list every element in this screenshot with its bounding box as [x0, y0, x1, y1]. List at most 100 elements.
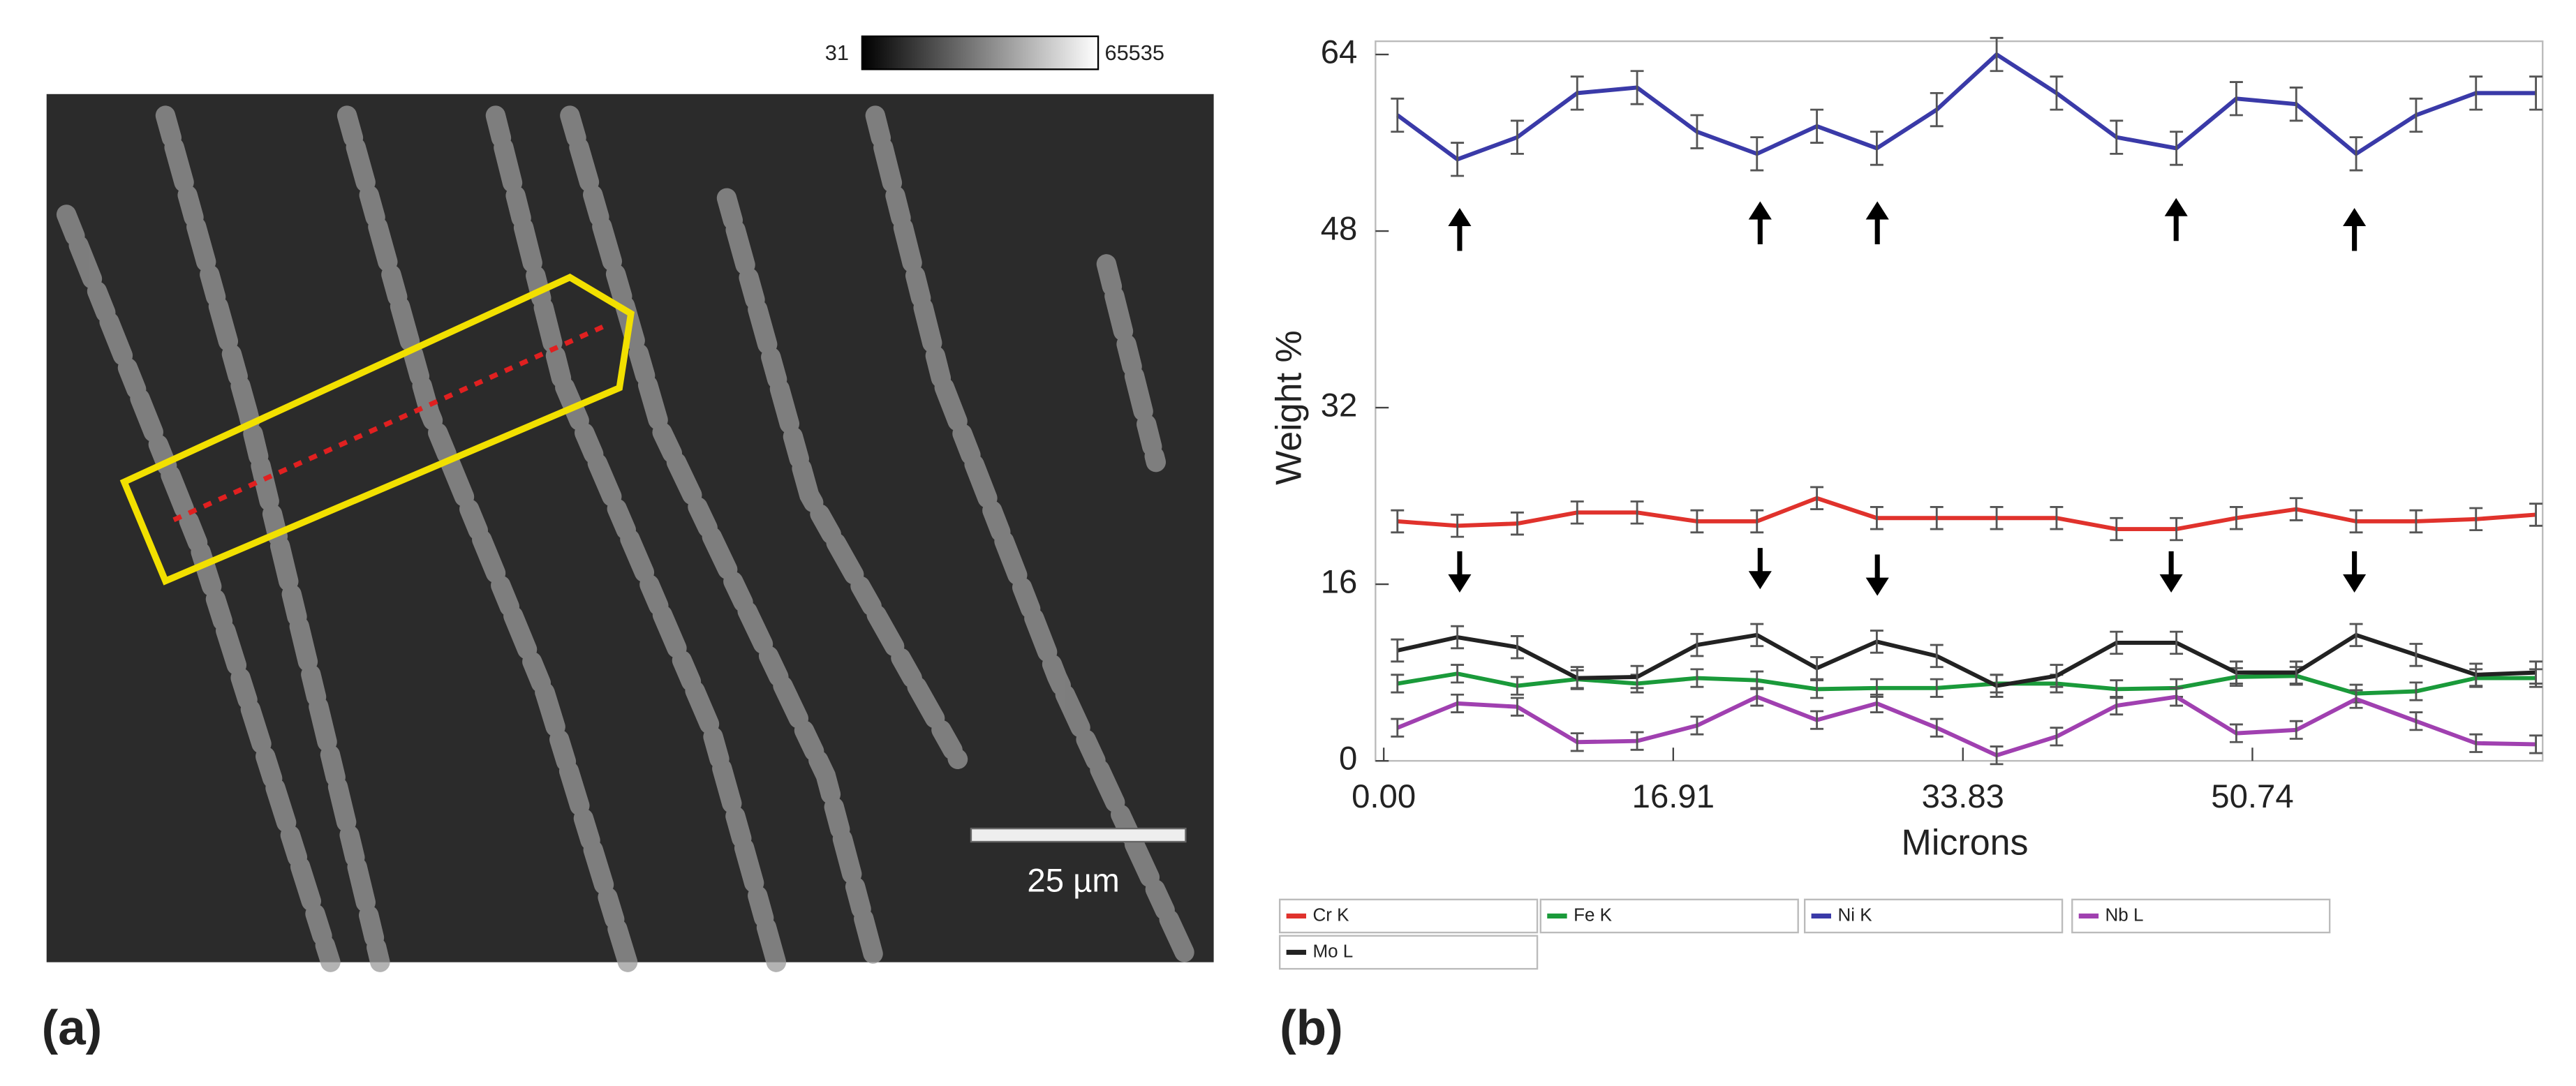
error-bar: [1870, 630, 1883, 654]
error-bar: [2409, 711, 2423, 731]
error-bar: [1391, 97, 1405, 133]
error-bar: [1750, 136, 1764, 172]
error-bar: [1870, 131, 1883, 166]
y-axis-label: Weight %: [1268, 330, 1309, 485]
error-bar: [1451, 142, 1465, 177]
error-bar: [2469, 662, 2483, 687]
error-bar: [1690, 114, 1704, 149]
series-line: [1396, 694, 2536, 758]
panel-label: (a): [42, 1001, 103, 1056]
error-bar: [2050, 506, 2064, 530]
y-tick-label: 64: [1321, 34, 1358, 71]
error-bar: [2469, 75, 2483, 111]
x-tick-label: 16.91: [1632, 778, 1715, 815]
error-bar: [2110, 630, 2124, 655]
series: [1391, 36, 2543, 177]
x-tick-label: 50.74: [2211, 778, 2293, 815]
series-line: [1396, 52, 2536, 162]
legend-box: [1803, 898, 2064, 934]
error-bar: [1451, 514, 1465, 538]
error-bar: [1810, 679, 1824, 699]
y-tick-label: 16: [1321, 564, 1358, 601]
error-bar: [2349, 509, 2363, 534]
error-bar: [2050, 664, 2064, 688]
x-axis-label: Microns: [1901, 822, 2028, 863]
legend-label: Fe K: [1574, 904, 1613, 925]
error-bar: [1510, 676, 1524, 696]
error-bar: [1510, 119, 1524, 155]
error-bar: [2409, 509, 2423, 534]
x-tick-label: 0.00: [1352, 778, 1416, 815]
down-arrow: [1448, 551, 1472, 593]
error-bar: [1990, 36, 2004, 73]
error-bar: [2050, 727, 2064, 747]
error-bar: [2229, 506, 2243, 530]
error-bar: [2110, 119, 2124, 155]
down-arrow: [2159, 551, 2183, 593]
annotation-arrows: [1448, 198, 2367, 596]
down-arrow: [1748, 548, 1772, 590]
colorbar-min: 31: [825, 40, 849, 65]
error-bar: [1990, 506, 2004, 530]
error-bar: [1930, 91, 1944, 128]
error-bar: [2110, 516, 2124, 542]
error-bar: [2529, 660, 2543, 685]
error-bar: [2349, 136, 2363, 172]
y-tick-label: 32: [1321, 387, 1358, 424]
series: [1391, 623, 2543, 698]
legend-label: Ni K: [1837, 904, 1872, 925]
error-bar: [1810, 656, 1824, 680]
error-bar: [2349, 623, 2363, 648]
error-bar: [1451, 625, 1465, 650]
up-arrow: [2164, 198, 2188, 241]
legend-box: [2071, 898, 2331, 934]
error-bar: [2229, 81, 2243, 117]
up-arrow: [1448, 207, 1472, 251]
error-bar: [2170, 687, 2184, 707]
series-line: [1397, 671, 2536, 696]
legend-label: Mo L: [1312, 940, 1353, 961]
error-bar: [1630, 664, 1644, 690]
legend-box: [1278, 898, 1539, 934]
error-bar: [1451, 693, 1465, 713]
error-bar: [1451, 664, 1465, 684]
error-bar: [1630, 70, 1644, 105]
error-bar: [1510, 635, 1524, 660]
error-bar: [2110, 696, 2124, 716]
error-bar: [1391, 638, 1405, 663]
colorbar: [861, 35, 1100, 70]
up-arrow: [1748, 201, 1772, 244]
error-bar: [2170, 131, 2184, 166]
y-tick-label: 48: [1321, 211, 1358, 248]
error-bar: [2349, 689, 2363, 709]
error-bar: [1810, 486, 1824, 511]
series-line: [1397, 496, 2536, 532]
error-bar: [1391, 509, 1405, 534]
error-bar: [1391, 674, 1405, 694]
error-bar: [2529, 75, 2543, 111]
error-bar: [1990, 674, 2004, 698]
error-bar: [1391, 717, 1405, 738]
colorbar-max: 65535: [1105, 40, 1164, 65]
error-bar: [2409, 97, 2423, 133]
error-bar: [1690, 715, 1704, 736]
error-bar: [2469, 733, 2483, 753]
up-arrow: [2343, 207, 2367, 251]
error-bar: [1930, 717, 1944, 738]
down-arrow: [2343, 551, 2367, 593]
error-bar: [2229, 660, 2243, 685]
panel-label: (b): [1280, 1001, 1343, 1056]
error-bar: [1930, 644, 1944, 669]
error-bar: [1990, 745, 2004, 766]
error-bar: [1630, 500, 1644, 525]
error-bar: [1930, 678, 1944, 698]
down-arrow: [1865, 554, 1889, 596]
error-bar: [2469, 507, 2483, 532]
error-bar: [1570, 666, 1584, 690]
error-bar: [1870, 693, 1883, 713]
error-bar: [2409, 681, 2423, 701]
error-bar: [1570, 500, 1584, 525]
up-arrow: [1865, 201, 1889, 244]
